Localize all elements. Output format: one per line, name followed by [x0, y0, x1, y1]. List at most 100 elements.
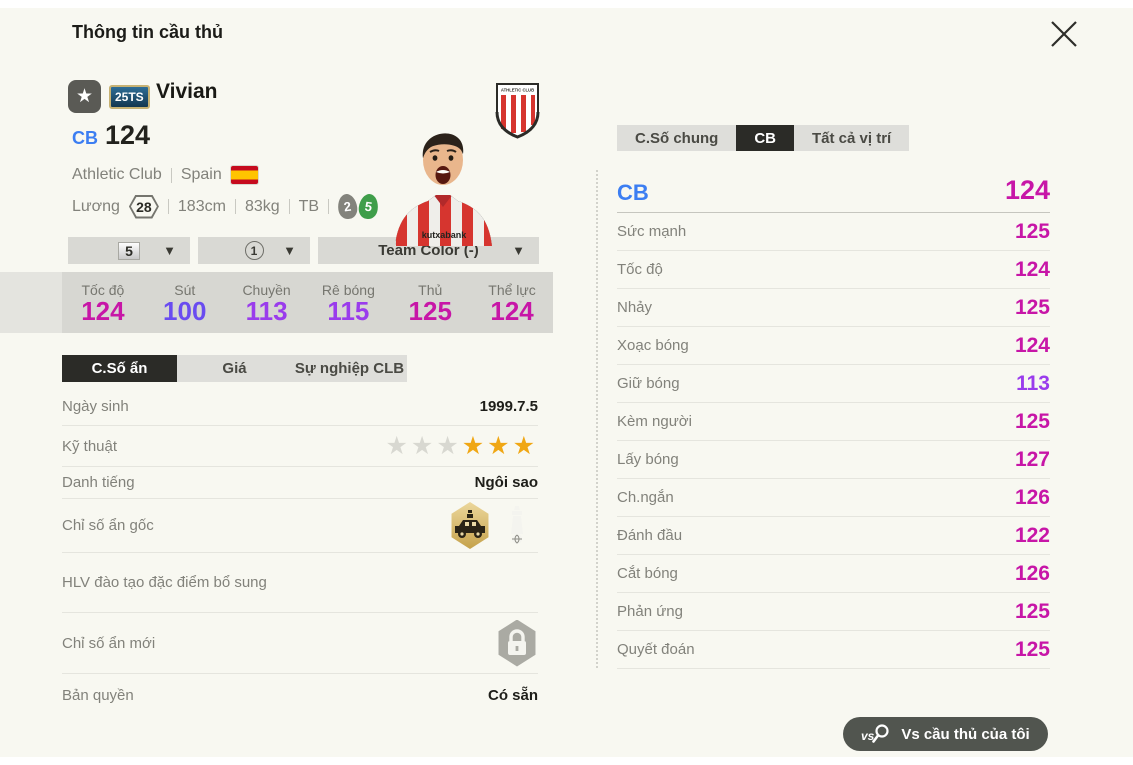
divider [234, 199, 236, 214]
left-tab-label: Sự nghiệp CLB [294, 360, 405, 377]
position-stat-row: Tốc độ 124 [617, 251, 1050, 289]
skill-foot-value: 5 [363, 198, 374, 215]
favorite-button[interactable]: ★ [68, 80, 101, 113]
trait-taxi-hexagon[interactable] [449, 502, 491, 549]
trait-icons [449, 502, 538, 549]
position-stat-value: 125 [1014, 637, 1050, 661]
vs-search-icon: vs [861, 724, 889, 743]
position-stat-value: 113 [1016, 371, 1050, 395]
foot-skill-icons: 2 5 [336, 192, 380, 221]
page-title: Thông tin cầu thủ [72, 22, 223, 42]
hidden-orig-label: Chỉ số ẩn gốc [62, 517, 154, 534]
birth-label: Ngày sinh [62, 398, 129, 415]
close-button[interactable] [1046, 16, 1082, 52]
position-stats-header: CB 124 [617, 170, 1050, 213]
player-info-modal: Thông tin cầu thủ ★ 25TS Vivian CB 124 A… [0, 8, 1133, 757]
position-stats-position: CB [617, 180, 649, 205]
season-badge-label: 25TS [115, 90, 144, 104]
position-stat-label: Đánh đầu [617, 527, 683, 544]
quick-stat-label: Sút [174, 281, 196, 298]
license-value: Có sẵn [487, 686, 538, 704]
salary-badge: 28 [128, 194, 159, 219]
skill-label: Kỹ thuật [62, 437, 118, 455]
star-icon: ★ [410, 431, 437, 460]
right-tabbar: C.Số chung CB Tất cả vị trí [617, 125, 910, 151]
coach-row: HLV đào tạo đặc điểm bổ sung [62, 553, 538, 613]
quick-stat: Tốc độ 124 [62, 272, 144, 333]
right-tab[interactable]: C.Số chung [617, 125, 737, 151]
lighthouse-icon [511, 506, 523, 544]
position-stat-row: Sức mạnh 125 [617, 213, 1050, 251]
enhance-dropdown[interactable]: 1 ▼ [198, 237, 310, 264]
position-stat-label: Xoạc bóng [617, 337, 689, 354]
quick-stat-value: 124 [490, 295, 534, 326]
club-name: Athletic Club [72, 166, 162, 183]
star-icon: ★ [75, 86, 94, 107]
star-icon: ★ [461, 431, 488, 460]
vs-my-player-button[interactable]: vs Vs cầu thủ của tôi [843, 717, 1048, 751]
position-stat-row: Giữ bóng 113 [617, 365, 1050, 403]
crest-text: ATHLETIC CLUB [501, 88, 534, 93]
quick-stat-label: Thủ [418, 281, 443, 298]
quick-stat: Thể lực 124 [471, 272, 553, 333]
left-tab[interactable]: C.Số ẩn [62, 355, 177, 382]
position-stat-value: 124 [1014, 257, 1050, 281]
quick-stat-label: Thể lực [488, 281, 536, 298]
left-tab[interactable]: Sự nghiệp CLB [292, 355, 407, 382]
position-stat-label: Cắt bóng [617, 565, 678, 582]
position-stat-value: 125 [1014, 219, 1050, 243]
right-tab-label: C.Số chung [635, 129, 719, 147]
level-dropdown[interactable]: 5 ▼ [68, 237, 190, 264]
license-label: Bản quyền [62, 686, 134, 704]
skill-stars: ★★★★★★ [385, 431, 538, 460]
left-tabbar: C.Số ẩn Giá Sự nghiệp CLB [62, 355, 407, 382]
weak-foot-value: 2 [342, 198, 353, 215]
position-stat-row: Nhảy 125 [617, 289, 1050, 327]
right-tab[interactable]: CB [736, 125, 794, 151]
panel-scrollbar[interactable] [596, 170, 598, 668]
taxi-car-icon [455, 510, 485, 538]
fame-value: Ngôi sao [474, 474, 538, 491]
divider [328, 199, 330, 214]
fame-row: Danh tiếng Ngôi sao [62, 467, 538, 499]
position-stat-value: 126 [1014, 561, 1050, 585]
lock-icon [508, 628, 526, 655]
spain-flag-icon [230, 166, 258, 184]
hidden-orig-row: Chỉ số ẩn gốc [62, 499, 538, 553]
position-label: CB [72, 128, 98, 148]
quick-stat-value: 124 [81, 295, 125, 326]
star-icon: ★ [487, 431, 513, 460]
divider [167, 199, 169, 214]
svg-text:vs: vs [861, 729, 875, 743]
star-icon: ★ [436, 431, 462, 460]
height-value: 183cm [177, 197, 226, 215]
left-tab[interactable]: Giá [177, 355, 292, 382]
right-tab[interactable]: Tất cả vị trí [794, 125, 910, 151]
details-list: Ngày sinh 1999.7.5 Kỹ thuật ★★★★★★ Danh … [62, 388, 538, 716]
right-tab-label: Tất cả vị trí [812, 129, 892, 147]
foot-label: TB [298, 197, 320, 215]
skill-row: Kỹ thuật ★★★★★★ [62, 426, 538, 467]
quick-stat-value: 113 [245, 295, 288, 326]
locked-trait-hexagon[interactable] [496, 619, 538, 667]
position-stat-label: Phản ứng [617, 603, 683, 620]
nation-name: Spain [180, 166, 222, 183]
position-stat-row: Phản ứng 125 [617, 593, 1050, 631]
coach-label: HLV đào tạo đặc điểm bổ sung [62, 574, 267, 591]
quick-stats-band: Tốc độ 124 Sút 100 Chuyền 113 Rê bóng 11… [0, 272, 553, 333]
position-stat-row: Quyết đoán 125 [617, 631, 1050, 669]
divider [288, 199, 290, 214]
trait-lighthouse-hexagon[interactable] [496, 502, 538, 549]
position-stat-label: Giữ bóng [617, 375, 680, 392]
position-stat-label: Nhảy [617, 299, 653, 316]
level-chip: 5 [118, 241, 140, 260]
vs-button-label: Vs cầu thủ của tôi [901, 725, 1030, 743]
chevron-down-icon: ▼ [163, 243, 176, 258]
position-stat-label: Lấy bóng [617, 451, 679, 468]
quick-stat-label: Rê bóng [321, 281, 375, 298]
position-stat-label: Quyết đoán [617, 641, 695, 658]
quick-stat: Chuyền 113 [226, 272, 308, 333]
overall-rating: 124 [105, 120, 151, 150]
jersey-sponsor-text: kutxabank [422, 230, 468, 240]
position-stat-value: 126 [1014, 485, 1050, 509]
